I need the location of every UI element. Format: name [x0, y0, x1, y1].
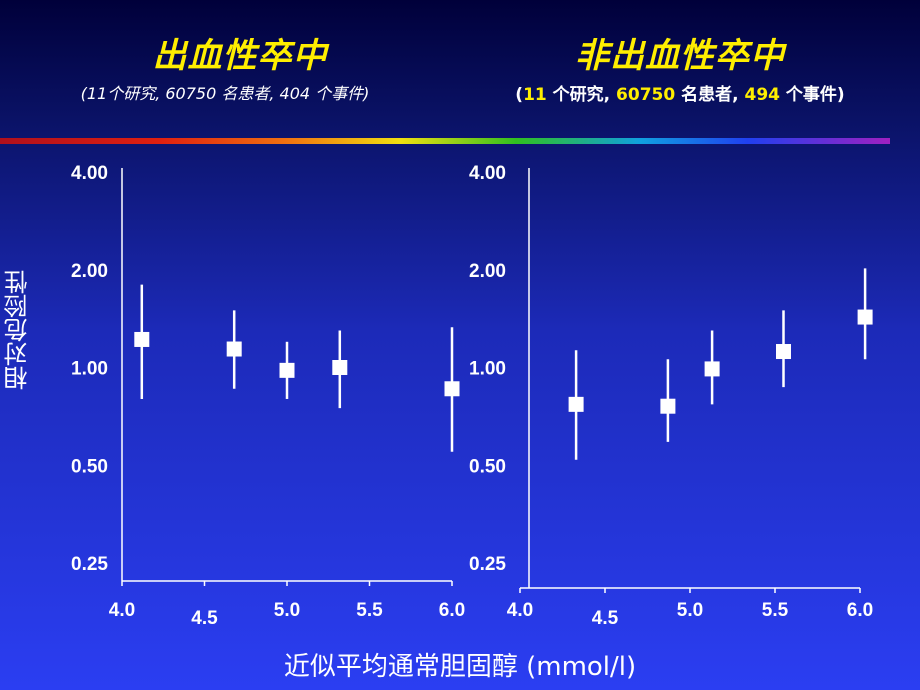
y-tick-label: 1.00: [469, 359, 506, 380]
risk-estimate-marker: [568, 396, 584, 412]
risk-estimate-marker: [444, 381, 460, 397]
x-tick-label: 6.0: [439, 600, 465, 621]
risk-estimate-marker: [704, 361, 720, 377]
y-tick-label: 0.50: [71, 456, 108, 477]
right-panel-subtitle: (11 个研究, 60750 名患者, 494 个事件): [450, 80, 910, 105]
x-tick-label: 4.0: [109, 600, 135, 621]
patients-word: 名患者,: [675, 85, 745, 105]
x-tick-label: 5.0: [274, 600, 300, 621]
y-tick-label: 4.00: [469, 163, 506, 184]
events-word: 个事件): [780, 85, 845, 105]
studies-word: 个研究,: [546, 85, 617, 105]
patients-count: 60750: [616, 85, 676, 105]
y-tick-label: 2.00: [71, 261, 108, 282]
x-tick-label: 5.5: [356, 600, 383, 621]
subtitle-open: (: [515, 85, 524, 105]
x-tick-label: 4.5: [191, 608, 218, 629]
y-tick-label: 0.25: [469, 554, 506, 575]
y-tick-label: 0.50: [469, 456, 506, 477]
events-count: 494: [744, 85, 781, 105]
y-tick-label: 2.00: [469, 261, 506, 282]
y-tick-label: 1.00: [71, 359, 108, 380]
risk-estimate-marker: [332, 360, 348, 375]
left-panel-subtitle: (11个研究, 60750 名患者, 404 个事件): [80, 84, 370, 103]
rainbow-divider: [0, 138, 890, 144]
y-tick-label: 0.25: [71, 554, 108, 575]
risk-estimate-marker: [857, 309, 873, 325]
risk-estimate-marker: [660, 398, 676, 414]
x-tick-label: 4.5: [592, 608, 619, 629]
risk-estimate-marker: [279, 362, 295, 378]
x-tick-label: 5.5: [762, 600, 789, 621]
right-panel-title: 非出血性卒中: [575, 36, 785, 76]
x-tick-label: 6.0: [847, 600, 873, 621]
y-tick-label: 4.00: [71, 163, 108, 184]
x-tick-label: 5.0: [677, 600, 703, 621]
x-tick-label: 4.0: [507, 600, 533, 621]
left-panel-title: 出血性卒中: [152, 36, 328, 76]
x-axis-label: 近似平均通常胆固醇 (mmol/l): [283, 652, 637, 682]
risk-estimate-marker: [776, 344, 791, 360]
risk-estimate-marker: [134, 331, 150, 347]
risk-estimate-marker: [226, 341, 242, 357]
studies-count: 11: [523, 85, 547, 105]
